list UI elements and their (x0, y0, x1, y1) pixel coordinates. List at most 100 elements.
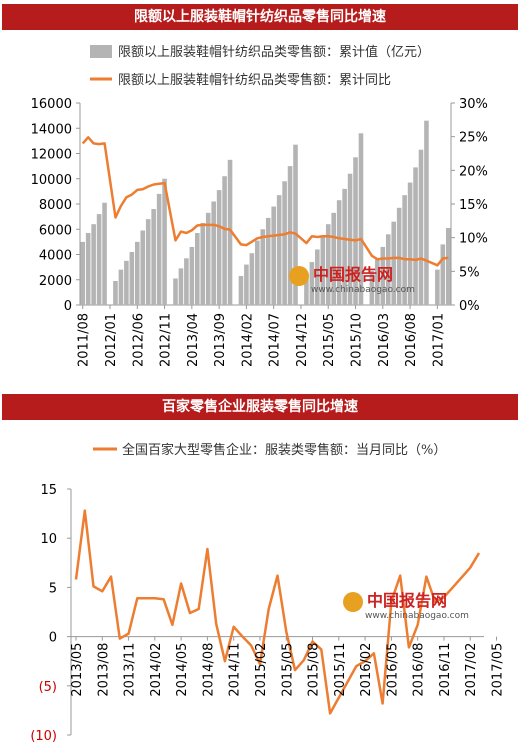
x-tick-label: 2014/12 (295, 313, 310, 367)
x-tick-label: 2015/08 (307, 643, 322, 697)
bar (271, 206, 276, 305)
legend-line-label: 限额以上服装鞋帽针纺织品类零售额：累计同比 (118, 72, 391, 88)
chart1-legend: 限额以上服装鞋帽针纺织品类零售额：累计值（亿元） 限额以上服装鞋帽针纺织品类零售… (90, 44, 430, 88)
x-tick-label: 2014/11 (228, 643, 243, 697)
x-tick-label: 2015/10 (350, 313, 365, 367)
bar (407, 182, 413, 305)
bar (375, 259, 380, 305)
bar (304, 273, 309, 305)
chart2-svg: 全国百家大型零售企业：服装类零售额：当月同比（%） 15 10 5 0 (5) (10) 2… (30, 442, 505, 744)
series-line (81, 136, 449, 267)
bar (418, 149, 424, 305)
x-tick-label: 2013/08 (96, 643, 111, 697)
y-tick-label: 10 (40, 532, 57, 547)
y-left-tick-label: 4000 (39, 249, 72, 264)
bar (380, 246, 386, 305)
bar (369, 270, 375, 305)
bar (293, 144, 298, 305)
bar (80, 241, 86, 305)
bar (309, 262, 315, 305)
bar (222, 176, 227, 305)
bar (435, 269, 440, 305)
chart2-title: 百家零售企业服装零售同比增速 (2, 394, 518, 420)
bar (424, 120, 429, 305)
watermark-logo-icon (289, 266, 309, 286)
bar (151, 209, 156, 305)
bar (358, 133, 364, 305)
x-tick-label: 2016/02 (359, 643, 374, 697)
bar (162, 178, 167, 305)
bar (385, 234, 391, 305)
y-tick-label: (10) (30, 729, 57, 744)
chart2-plot: 15 10 5 0 (5) (10) 2013/05 2013/08 2013/11 2014/0… (30, 483, 505, 744)
bar (140, 230, 146, 305)
x-tick-label: 2015/05 (322, 313, 337, 367)
y-right-tick-label: 20% (459, 164, 488, 179)
x-tick-label: 2014/07 (268, 313, 283, 367)
bar (216, 190, 222, 305)
chart1-plot: 0 2000 4000 6000 8000 10000 12000 14000 16000 0% 5… (31, 97, 488, 367)
bar (336, 200, 342, 305)
bar (85, 233, 91, 305)
y-right-tick-label: 5% (459, 265, 480, 280)
bar (287, 166, 293, 305)
bar (440, 244, 446, 305)
bar (249, 253, 255, 305)
y-left-tick-label: 2000 (39, 274, 72, 289)
y-right-tick-label: 30% (459, 97, 488, 112)
bar (145, 219, 151, 305)
bar (276, 195, 282, 305)
bar (255, 240, 260, 305)
legend2-label: 全国百家大型零售企业：服装类零售额：当月同比（%） (122, 442, 446, 458)
bar (189, 246, 195, 305)
x-tick-label: 2016/08 (404, 313, 419, 367)
bar (129, 251, 135, 305)
x-tick-label: 2013/11 (123, 643, 138, 697)
bar (102, 202, 107, 305)
x-tick-label: 2013/05 (70, 643, 85, 697)
bar (173, 278, 178, 305)
bar (91, 224, 96, 305)
x-tick-label: 2014/02 (240, 313, 255, 367)
x-tick-label: 2014/05 (175, 643, 190, 697)
bar (178, 268, 184, 305)
watermark-brand: 中国报告网 (313, 265, 393, 284)
x-tick-label: 2015/05 (280, 643, 295, 697)
bar (402, 195, 407, 305)
bar (227, 159, 233, 305)
x-tick-label: 2017/01 (431, 313, 446, 367)
y-tick-label: 0 (49, 631, 57, 646)
watermark2-logo-icon (343, 592, 363, 612)
watermark2-brand: 中国报告网 (367, 591, 447, 610)
x-tick-label: 2013/04 (186, 313, 201, 367)
bar (315, 249, 320, 305)
bar (260, 229, 266, 305)
bar (325, 224, 331, 305)
series-line (74, 509, 481, 715)
bar (156, 193, 162, 305)
x-tick-label: 2012/11 (159, 313, 174, 367)
y-tick-label: (5) (39, 680, 57, 695)
y-left-tick-label: 12000 (31, 148, 72, 163)
chart2-legend: 全国百家大型零售企业：服装类零售额：当月同比（%） (93, 442, 446, 458)
bar (396, 207, 402, 305)
bar (331, 212, 336, 305)
y-tick-label: 5 (49, 581, 57, 596)
bar (353, 157, 358, 305)
y-left-tick-label: 0 (64, 299, 72, 314)
bar (205, 212, 211, 305)
x-tick-label: 2012/06 (131, 313, 146, 367)
x-tick-label: 2016/05 (385, 643, 400, 697)
bar (445, 227, 451, 305)
bar (342, 188, 347, 305)
bar (244, 264, 249, 305)
chart1-watermark: 中国报告网 www.chinabaogao.com (289, 265, 415, 295)
watermark-url: www.chinabaogao.com (311, 285, 415, 295)
chart1-svg: 限额以上服装鞋帽针纺织品类零售额：累计值（亿元） 限额以上服装鞋帽针纺织品类零售… (31, 44, 488, 367)
y-tick-label: 15 (40, 483, 57, 498)
bar (282, 181, 287, 305)
bar (124, 260, 129, 305)
bar (134, 241, 140, 305)
x-tick-label: 2013/09 (213, 313, 228, 367)
legend-bar-swatch (90, 45, 112, 58)
